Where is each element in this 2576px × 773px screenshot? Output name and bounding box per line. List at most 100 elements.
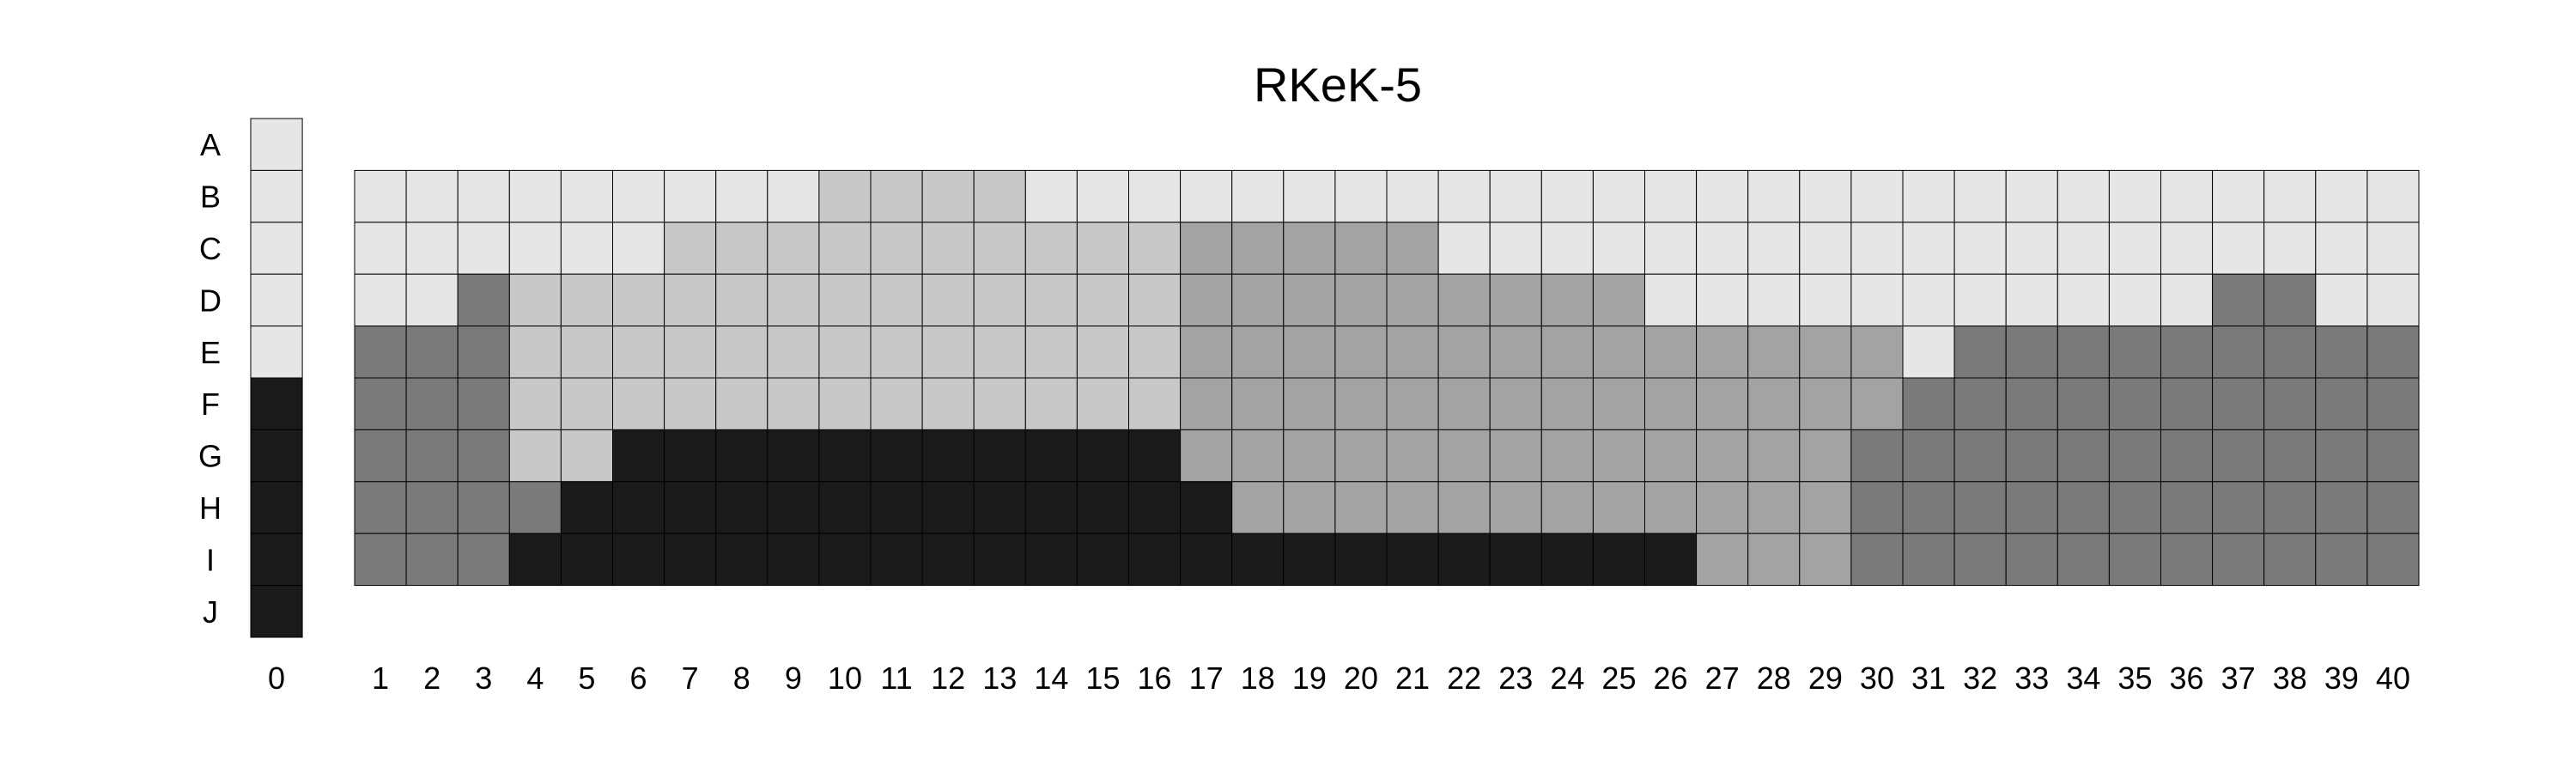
heatmap-cell [457,377,510,430]
heatmap-cell [870,326,923,379]
heatmap-cell [508,326,562,379]
column-label: 18 [1241,660,1275,696]
heatmap-cell [921,273,975,327]
column-label: 20 [1344,660,1378,696]
column-label: 17 [1189,660,1224,696]
reference-cell [250,273,303,327]
heatmap-cell [405,273,459,327]
heatmap-cell [1953,222,2007,275]
heatmap-cell [2315,273,2368,327]
heatmap-cell [2315,429,2368,483]
heatmap-cell [508,273,562,327]
heatmap-cell [2057,273,2110,327]
row-label: G [198,439,222,474]
heatmap-cell [508,429,562,483]
heatmap-cell [1231,273,1285,327]
heatmap-cell [457,429,510,483]
heatmap-cell [664,169,717,223]
heatmap-cell [1128,169,1182,223]
heatmap-cell [1283,377,1336,430]
column-label: 32 [1963,660,1997,696]
heatmap-cell [612,533,665,587]
heatmap-cell [1024,429,1078,483]
heatmap-cell [508,169,562,223]
heatmap-cell [1024,481,1078,534]
heatmap-cell [715,533,769,587]
reference-cell [250,377,303,430]
heatmap-cell [1489,533,1542,587]
column-label: 11 [880,660,912,696]
heatmap-cell [1283,326,1336,379]
heatmap-cell [973,169,1026,223]
heatmap-cell [405,533,459,587]
heatmap-cell [354,273,407,327]
heatmap-cell [1437,326,1491,379]
heatmap-cell [1180,169,1233,223]
heatmap-cell [2315,377,2368,430]
heatmap-cell [1953,377,2007,430]
heatmap-cell [457,326,510,379]
heatmap-cell [1128,481,1182,534]
column-label: 10 [828,660,862,696]
heatmap-cell [1180,377,1233,430]
heatmap-cell [1076,222,1130,275]
heatmap-cell [2005,533,2058,587]
heatmap-cell [2005,273,2058,327]
heatmap-cell [1437,429,1491,483]
heatmap-cell [2366,377,2420,430]
heatmap-cell [1953,326,2007,379]
heatmap-cell [1334,222,1388,275]
heatmap-cell [2005,429,2058,483]
heatmap-cell [1902,326,1955,379]
column-label: 1 [372,660,389,696]
heatmap-cell [2160,273,2214,327]
heatmap-cell [1437,377,1491,430]
heatmap-cell [1180,429,1233,483]
reference-cell [250,326,303,379]
heatmap-grid [354,169,2420,587]
heatmap-cell [1902,222,1955,275]
heatmap-cell [1283,222,1336,275]
heatmap-cell [1850,481,1904,534]
column-label: 0 [268,660,285,696]
heatmap-cell [1747,481,1801,534]
heatmap-cell [1076,326,1130,379]
heatmap-cell [921,429,975,483]
heatmap-cell [2160,222,2214,275]
heatmap-cell [457,169,510,223]
heatmap-cell [560,533,614,587]
column-label: 7 [682,660,699,696]
heatmap-cell [1489,169,1542,223]
heatmap-cell [1180,533,1233,587]
reference-cell [250,429,303,483]
heatmap-cell [921,481,975,534]
heatmap-cell [1850,326,1904,379]
heatmap-cell [1644,169,1698,223]
heatmap-cell [457,481,510,534]
heatmap-cell [2212,481,2265,534]
heatmap-cell [2160,326,2214,379]
heatmap-cell [1128,429,1182,483]
heatmap-cell [1076,273,1130,327]
heatmap-cell [1644,429,1698,483]
heatmap-cell [612,481,665,534]
heatmap-cell [1902,169,1955,223]
heatmap-cell [1747,377,1801,430]
heatmap-cell [1180,326,1233,379]
heatmap-cell [1592,326,1646,379]
heatmap-cell [560,273,614,327]
heatmap-cell [818,326,872,379]
row-label: I [206,542,215,577]
column-label: 12 [931,660,965,696]
heatmap-cell [664,222,717,275]
row-label: J [203,594,218,630]
heatmap-cell [973,533,1026,587]
heatmap-cell [1799,481,1852,534]
heatmap-cell [405,377,459,430]
row-label: H [199,490,222,526]
reference-cell [250,222,303,275]
heatmap-cell [870,377,923,430]
heatmap-cell [405,222,459,275]
heatmap-cell [1696,222,1749,275]
heatmap-cell [870,429,923,483]
